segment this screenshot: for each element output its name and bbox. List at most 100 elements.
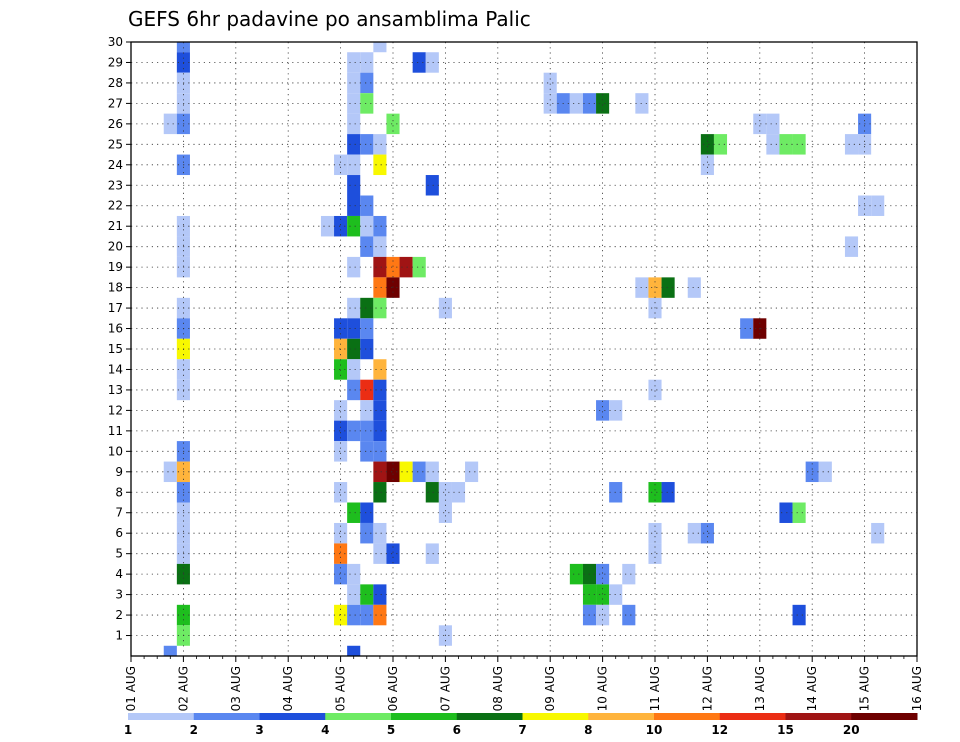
heatmap-cell	[399, 461, 413, 483]
heatmap-cell	[360, 297, 374, 319]
heatmap-cell	[334, 482, 348, 503]
heatmap-cell	[713, 134, 728, 155]
heatmap-cell	[176, 42, 190, 53]
y-tick-label: 24	[108, 158, 123, 172]
heatmap-cell	[844, 134, 859, 155]
colorbar: 1 2 3 4 5 6 7 8 10 12 15 20	[124, 713, 918, 737]
heatmap-cell	[543, 72, 557, 94]
heatmap-cell	[700, 154, 714, 176]
heatmap-cell	[386, 113, 400, 135]
colorbar-segment	[456, 713, 523, 720]
heatmap-cell	[373, 584, 387, 605]
heatmap-cell	[347, 113, 361, 135]
heatmap-cell	[373, 154, 387, 176]
heatmap-cell	[347, 256, 361, 278]
x-tick-label: 05 AUG	[334, 666, 348, 711]
y-tick-label: 1	[115, 629, 123, 643]
heatmap-cell	[163, 461, 177, 483]
y-tick-label: 7	[115, 506, 123, 520]
colorbar-segment	[259, 713, 326, 720]
heatmap-cell	[360, 502, 374, 523]
heatmap-cell	[334, 441, 348, 462]
heatmap-cell	[360, 379, 374, 401]
heatmap-cell	[792, 502, 806, 523]
heatmap-cell	[818, 461, 832, 483]
heatmap-cell	[334, 359, 348, 380]
heatmap-cell	[425, 461, 439, 483]
heatmap-cell	[373, 543, 387, 564]
heatmap-cell	[334, 400, 348, 421]
y-tick-label: 18	[108, 281, 123, 295]
heatmap-cell	[360, 338, 374, 360]
heatmap-cell	[347, 604, 361, 626]
heatmap-cell	[373, 400, 387, 421]
heatmap-cell	[360, 400, 374, 421]
colorbar-label: 7	[518, 723, 526, 737]
heatmap-cell	[320, 215, 335, 237]
heatmap-cell	[425, 482, 439, 503]
heatmap-cell	[373, 522, 387, 544]
y-tick-label: 12	[108, 403, 123, 417]
heatmap-cell	[360, 93, 374, 114]
heatmap-cell	[347, 502, 361, 523]
heatmap-cell	[412, 461, 426, 483]
heatmap-cell	[360, 52, 374, 73]
colorbar-label: 2	[190, 723, 198, 737]
heatmap-cell	[360, 441, 374, 462]
heatmap-cell	[635, 93, 649, 114]
heatmap-cell	[844, 236, 859, 257]
heatmap-cell	[360, 72, 374, 94]
heatmap-cell	[373, 359, 387, 380]
colorbar-segment	[851, 713, 918, 720]
heatmap-cell	[740, 318, 754, 339]
heatmap-cell	[373, 441, 387, 462]
heatmap-cell	[347, 175, 361, 196]
heatmap-cell	[635, 277, 649, 298]
heatmap-cell	[347, 318, 361, 339]
heatmap-cell	[373, 461, 387, 483]
y-tick-label: 2	[115, 608, 123, 622]
y-tick-label: 20	[108, 240, 123, 254]
y-tick-label: 19	[108, 260, 123, 274]
heatmap-cell	[543, 93, 557, 114]
heatmap-cell	[425, 543, 439, 564]
x-tick-label: 02 AUG	[176, 666, 190, 711]
heatmap-cell	[373, 277, 387, 298]
y-tick-label: 30	[108, 35, 123, 49]
heatmap-cell	[386, 543, 400, 564]
heatmap-cell	[622, 563, 636, 585]
y-tick-label: 21	[108, 219, 123, 233]
heatmap-cell	[648, 482, 662, 503]
heatmap-cell	[347, 134, 361, 155]
colorbar-label: 3	[255, 723, 263, 737]
y-tick-label: 23	[108, 178, 123, 192]
heatmap-cell	[347, 72, 361, 94]
heatmap-cell	[766, 113, 780, 135]
heatmap-cell	[347, 195, 361, 216]
heatmap-cell	[347, 563, 361, 585]
heatmap-cell	[347, 359, 361, 380]
heatmap-cell	[792, 604, 806, 626]
heatmap-cell	[347, 93, 361, 114]
heatmap-cell	[792, 134, 806, 155]
heatmap-cell	[648, 543, 662, 564]
x-tick-label: 15 AUG	[858, 666, 872, 711]
x-tick-label: 16 AUG	[910, 666, 924, 711]
heatmap-cell	[596, 400, 610, 421]
x-tick-label: 11 AUG	[648, 666, 662, 711]
heatmap-cell	[622, 604, 636, 626]
x-tick-label: 10 AUG	[596, 666, 610, 711]
y-tick-label: 8	[115, 485, 123, 499]
heatmap-cell	[360, 195, 374, 216]
heatmap-cell	[347, 154, 361, 176]
x-tick-label: 04 AUG	[281, 666, 295, 711]
colorbar-label: 10	[646, 723, 663, 737]
heatmap-cell	[399, 256, 413, 278]
heatmap-cell	[360, 318, 374, 339]
heatmap-cell	[373, 236, 387, 257]
y-tick-label: 4	[115, 567, 123, 581]
heatmap-cell	[871, 522, 885, 544]
colorbar-label: 6	[453, 723, 461, 737]
heatmap-cell	[648, 522, 662, 544]
heatmap-cell	[687, 277, 701, 298]
